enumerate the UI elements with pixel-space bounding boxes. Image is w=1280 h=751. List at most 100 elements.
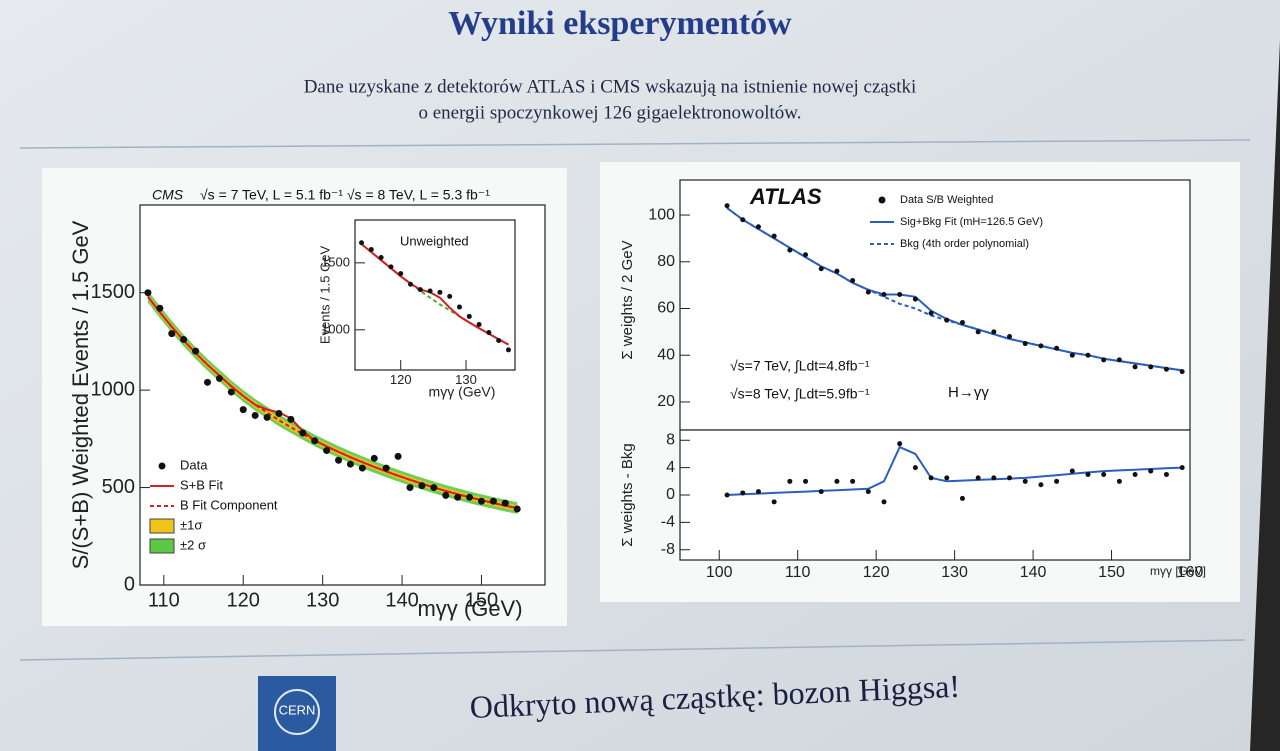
data-point: [275, 410, 282, 417]
data-point: [1054, 479, 1059, 484]
data-point: [1117, 357, 1122, 362]
x-axis-label: mγγ (GeV): [429, 384, 496, 400]
slide-title: Wyniki eksperymentów: [448, 5, 792, 42]
y-tick-label: 4: [666, 459, 675, 476]
data-point: [287, 416, 294, 423]
data-point: [944, 475, 949, 480]
legend-label: S+B Fit: [180, 477, 223, 492]
data-point: [478, 498, 485, 505]
data-point: [1133, 364, 1138, 369]
data-point: [1101, 357, 1106, 362]
data-point: [299, 430, 306, 437]
data-point: [204, 379, 211, 386]
data-point: [866, 489, 871, 494]
data-point: [1070, 353, 1075, 358]
plot-area: [680, 430, 1190, 560]
annotation: √s=7 TeV, ∫Ldt=4.8fb⁻¹: [730, 358, 870, 374]
data-point: [834, 269, 839, 274]
subtitle-line: o energii spoczynkowej 126 gigaelektrono…: [418, 102, 801, 123]
slide: Wyniki eksperymentów Dane uzyskane z det…: [0, 0, 1280, 751]
legend-label: Data S/B Weighted: [900, 194, 993, 206]
data-point: [240, 406, 247, 413]
data-point: [192, 348, 199, 355]
y-tick-label: 500: [102, 476, 135, 498]
annotation: CMS: [152, 187, 184, 203]
data-point: [991, 475, 996, 480]
legend-label: ±2 σ: [180, 537, 206, 552]
data-point: [379, 255, 384, 260]
data-point: [1007, 334, 1012, 339]
data-point: [756, 489, 761, 494]
data-point: [850, 479, 855, 484]
data-point: [359, 240, 364, 245]
data-point: [803, 252, 808, 257]
data-point: [437, 290, 442, 295]
data-point: [398, 271, 403, 276]
data-point: [787, 479, 792, 484]
x-tick-label: 100: [706, 564, 733, 581]
data-point: [944, 318, 949, 323]
data-point: [467, 314, 472, 319]
data-point: [1007, 475, 1012, 480]
data-point: [388, 264, 393, 269]
x-tick-label: 140: [1020, 564, 1047, 581]
y-axis-label: Σ weights / 2 GeV: [619, 240, 636, 359]
data-point: [976, 329, 981, 334]
x-tick-label: 120: [227, 589, 260, 611]
data-point: [787, 248, 792, 253]
data-point: [1148, 469, 1153, 474]
y-axis-label: S/(S+B) Weighted Events / 1.5 GeV: [68, 220, 93, 569]
data-point: [252, 412, 259, 419]
data-point: [168, 330, 175, 337]
data-point: [442, 492, 449, 499]
x-axis-label: mγγ [GeV]: [1150, 564, 1206, 578]
annotation: ATLAS: [749, 184, 822, 209]
data-point: [772, 234, 777, 239]
y-tick-label: 40: [657, 346, 675, 363]
data-point: [430, 484, 437, 491]
y-tick-label: 1500: [91, 281, 136, 303]
data-point: [1101, 472, 1106, 477]
data-point: [1180, 369, 1185, 374]
data-point: [819, 266, 824, 271]
data-point: [1148, 364, 1153, 369]
legend-label: Bkg (4th order polynomial): [900, 238, 1029, 250]
x-tick-label: 150: [1098, 564, 1125, 581]
data-point: [395, 453, 402, 460]
data-point: [311, 437, 318, 444]
data-point: [408, 282, 413, 287]
data-point: [428, 288, 433, 293]
y-tick-label: 60: [657, 300, 675, 317]
data-point: [929, 475, 934, 480]
y-tick-label: 0: [124, 573, 135, 595]
data-point: [1038, 482, 1043, 487]
data-point: [913, 465, 918, 470]
data-point: [1038, 343, 1043, 348]
data-point: [486, 330, 491, 335]
data-point: [323, 447, 330, 454]
legend-swatch: [150, 519, 174, 533]
data-point: [819, 489, 824, 494]
y-axis-label: Events / 1.5 GeV: [317, 246, 332, 345]
logo-text: CERN: [279, 702, 316, 717]
legend-label: ±1σ: [180, 517, 202, 532]
x-tick-label: 120: [863, 564, 890, 581]
x-axis-label: mγγ (GeV): [417, 596, 522, 621]
data-point: [144, 289, 151, 296]
data-point: [383, 465, 390, 472]
data-point: [725, 203, 730, 208]
data-point: [897, 292, 902, 297]
x-tick-label: 110: [785, 564, 811, 581]
annotation: √s = 7 TeV, L = 5.1 fb⁻¹ √s = 8 TeV, L =…: [200, 187, 490, 203]
data-point: [228, 389, 235, 396]
y-tick-label: 80: [657, 253, 675, 270]
data-point: [1180, 465, 1185, 470]
y-tick-label: 8: [666, 431, 675, 448]
data-point: [180, 336, 187, 343]
data-point: [1086, 353, 1091, 358]
data-point: [1117, 479, 1122, 484]
y-tick-label: 1000: [91, 378, 136, 400]
data-point: [897, 441, 902, 446]
data-point: [976, 475, 981, 480]
data-point: [502, 500, 509, 507]
